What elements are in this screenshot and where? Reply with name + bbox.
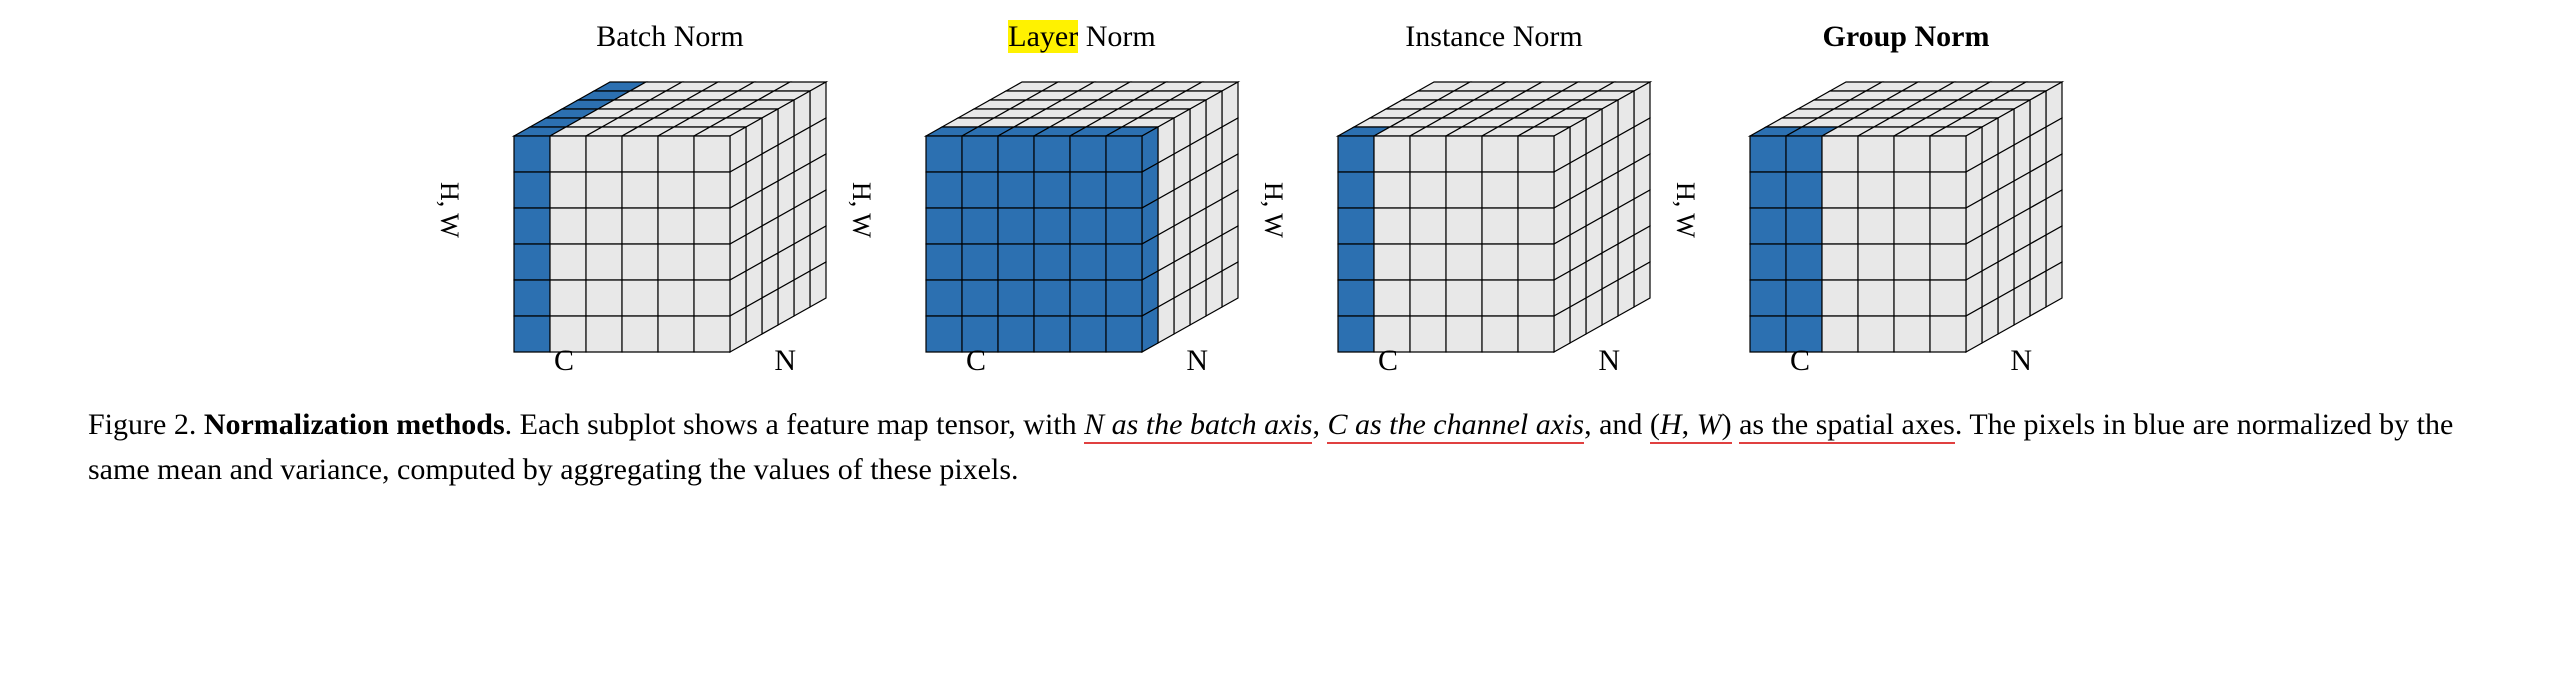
axis-hw-label: H, W: [1670, 182, 1700, 238]
caption-text: . Each subplot shows a feature map tenso…: [505, 408, 1085, 441]
cube-group: H, W C N: [1730, 62, 2082, 372]
axis-hw-label: H, W: [846, 182, 876, 238]
axis-c-label: C: [966, 344, 986, 378]
caption-lead: Figure 2.: [88, 408, 204, 441]
panel-title-layer: Layer Norm: [1008, 20, 1155, 54]
axis-hw-label: H, W: [434, 182, 464, 238]
panel-layer: Layer Norm H, W C N: [906, 20, 1258, 372]
cube-instance: H, W C N: [1318, 62, 1670, 372]
cube-layer: H, W C N: [906, 62, 1258, 372]
panel-title-group: Group Norm: [1823, 20, 1990, 54]
caption-underline: N as the batch axis: [1084, 408, 1312, 444]
axis-n-label: N: [774, 344, 796, 378]
axis-n-label: N: [1598, 344, 1620, 378]
axis-hw-label: H, W: [1258, 182, 1288, 238]
cube-batch: H, W C N: [494, 62, 846, 372]
caption-underline: (H, W): [1650, 408, 1732, 444]
axis-c-label: C: [1378, 344, 1398, 378]
axis-c-label: C: [1790, 344, 1810, 378]
panel-title-batch: Batch Norm: [596, 20, 743, 54]
caption-underline: as the spatial axes: [1739, 408, 1955, 444]
panel-batch: Batch Norm H, W C N: [494, 20, 846, 372]
panel-title-instance: Instance Norm: [1405, 20, 1582, 54]
figure-row: Batch Norm H, W C N Layer Norm H, W C N …: [40, 20, 2536, 372]
caption-underline: C as the channel axis: [1327, 408, 1584, 444]
axis-c-label: C: [554, 344, 574, 378]
panel-group: Group Norm H, W C N: [1730, 20, 2082, 372]
panel-instance: Instance Norm H, W C N: [1318, 20, 1670, 372]
figure-caption: Figure 2. Normalization methods. Each su…: [88, 402, 2488, 492]
caption-bold: Normalization methods: [204, 408, 505, 441]
axis-n-label: N: [1186, 344, 1208, 378]
axis-n-label: N: [2010, 344, 2032, 378]
